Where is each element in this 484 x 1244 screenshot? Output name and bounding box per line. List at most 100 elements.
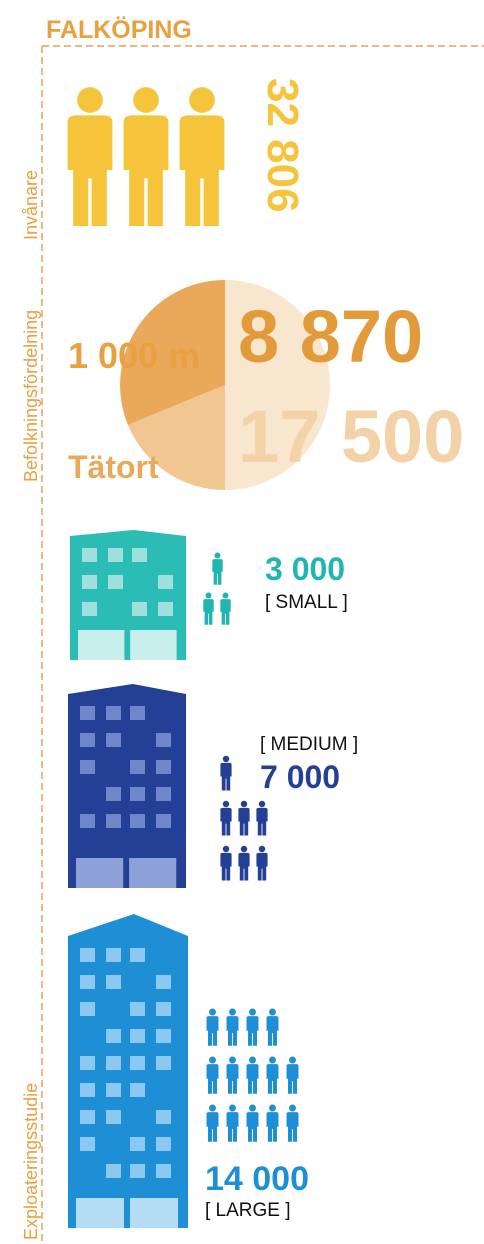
window (80, 1083, 95, 1097)
pie-slice (120, 280, 225, 425)
window (106, 948, 121, 962)
window (106, 787, 121, 801)
window (106, 1056, 121, 1070)
window (130, 760, 145, 774)
door (130, 1198, 178, 1228)
window (156, 1164, 171, 1178)
window (80, 1056, 95, 1070)
window (80, 1137, 95, 1151)
person-icon (220, 592, 231, 625)
window (130, 706, 145, 720)
window (130, 1056, 145, 1070)
pie-slice (128, 385, 225, 490)
door (130, 630, 177, 660)
door (129, 858, 177, 888)
urban-label: Tätort (68, 449, 159, 485)
person-icon (220, 800, 232, 836)
person-icon (206, 1008, 219, 1046)
person-icon (212, 552, 223, 585)
door (76, 858, 124, 888)
window (156, 1137, 171, 1151)
buildings (68, 530, 299, 1228)
person-icon (220, 755, 232, 791)
window (82, 548, 97, 562)
window (132, 602, 147, 616)
window (156, 1056, 171, 1070)
window (130, 1164, 145, 1178)
person-icon (286, 1104, 299, 1142)
window (106, 814, 121, 828)
side-label: Befolkningsfördelning (21, 310, 41, 482)
person-icon (246, 1008, 259, 1046)
person-icon (206, 1104, 219, 1142)
window (82, 575, 97, 589)
person-icon (238, 800, 250, 836)
person-icon (256, 845, 268, 881)
person-icon (203, 592, 214, 625)
person-icon (246, 1056, 259, 1094)
urban-value: 17 500 (238, 395, 464, 478)
window (80, 760, 95, 774)
window (156, 1110, 171, 1124)
window (80, 814, 95, 828)
window (130, 1029, 145, 1043)
window (156, 787, 171, 801)
window (108, 548, 123, 562)
window (130, 1083, 145, 1097)
person-icon (266, 1056, 279, 1094)
person-icon (246, 1104, 259, 1142)
population-value: 32 806 (258, 78, 307, 213)
window (158, 575, 173, 589)
scenario-size: [ SMALL ] (265, 592, 348, 613)
side-label: Invånare (21, 170, 41, 240)
window (80, 948, 95, 962)
window (130, 814, 145, 828)
radius-value: 8 870 (238, 295, 423, 378)
window (130, 948, 145, 962)
pie (120, 280, 330, 490)
title: FALKÖPING (46, 15, 192, 44)
window (80, 706, 95, 720)
door (76, 1198, 124, 1228)
radius-label: 1 000 m (68, 335, 200, 376)
side-label: Exploateringsstudie (21, 1083, 41, 1240)
window (106, 975, 121, 989)
person-icon (206, 1056, 219, 1094)
window (80, 733, 95, 747)
window (106, 706, 121, 720)
person-icon (266, 1104, 279, 1142)
scenario-value: 14 000 (205, 1160, 309, 1198)
window (80, 975, 95, 989)
person-icon (286, 1056, 299, 1094)
window (130, 1002, 145, 1016)
window (156, 733, 171, 747)
window (158, 602, 173, 616)
scenario-size: [ LARGE ] (205, 1200, 291, 1221)
window (106, 1110, 121, 1124)
person-icon (226, 1056, 239, 1094)
person-icon (256, 800, 268, 836)
window (106, 1083, 121, 1097)
person-icon (238, 845, 250, 881)
window (80, 1110, 95, 1124)
window (106, 733, 121, 747)
person-icon (220, 845, 232, 881)
door (78, 630, 125, 660)
window (80, 1002, 95, 1016)
window (156, 814, 171, 828)
scenario-size: [ MEDIUM ] (260, 734, 358, 755)
scenario-value: 7 000 (260, 759, 340, 795)
person-icon (266, 1008, 279, 1046)
window (156, 975, 171, 989)
building (70, 530, 186, 660)
population-icons (67, 87, 225, 227)
window (132, 548, 147, 562)
window (106, 1029, 121, 1043)
person-icon (226, 1104, 239, 1142)
person-icon (226, 1008, 239, 1046)
window (156, 1002, 171, 1016)
window (130, 787, 145, 801)
window (108, 575, 123, 589)
window (106, 1164, 121, 1178)
